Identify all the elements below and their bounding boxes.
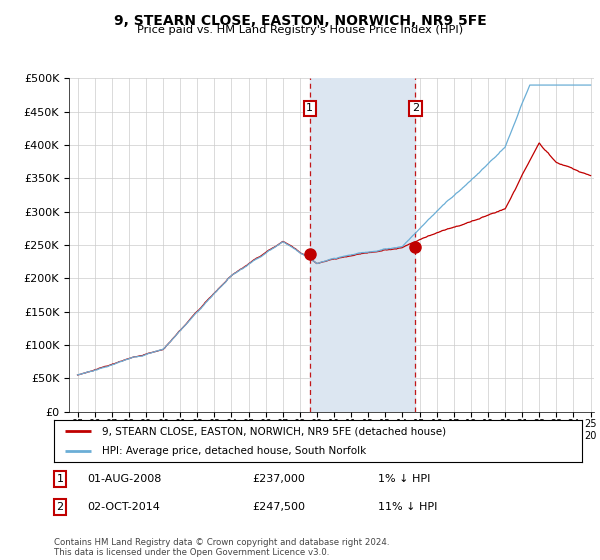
Text: 9, STEARN CLOSE, EASTON, NORWICH, NR9 5FE: 9, STEARN CLOSE, EASTON, NORWICH, NR9 5F… (113, 14, 487, 28)
Text: 1: 1 (56, 474, 64, 484)
Text: 02-OCT-2014: 02-OCT-2014 (87, 502, 160, 512)
Bar (310, 78, 415, 412)
Text: Price paid vs. HM Land Registry's House Price Index (HPI): Price paid vs. HM Land Registry's House … (137, 25, 463, 35)
Text: 1% ↓ HPI: 1% ↓ HPI (378, 474, 430, 484)
Text: £247,500: £247,500 (252, 502, 305, 512)
Text: 9, STEARN CLOSE, EASTON, NORWICH, NR9 5FE (detached house): 9, STEARN CLOSE, EASTON, NORWICH, NR9 5F… (101, 426, 446, 436)
Text: 01-AUG-2008: 01-AUG-2008 (87, 474, 161, 484)
Text: £237,000: £237,000 (252, 474, 305, 484)
Text: 2: 2 (412, 104, 419, 113)
Text: 2: 2 (56, 502, 64, 512)
Text: 11% ↓ HPI: 11% ↓ HPI (378, 502, 437, 512)
Text: Contains HM Land Registry data © Crown copyright and database right 2024.
This d: Contains HM Land Registry data © Crown c… (54, 538, 389, 557)
Text: HPI: Average price, detached house, South Norfolk: HPI: Average price, detached house, Sout… (101, 446, 366, 456)
Text: 1: 1 (306, 104, 313, 113)
